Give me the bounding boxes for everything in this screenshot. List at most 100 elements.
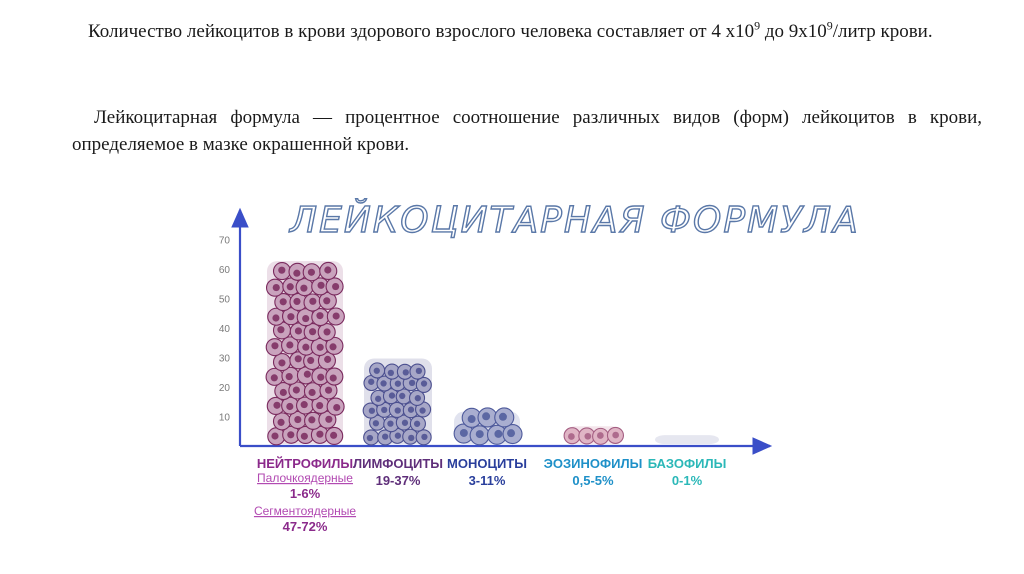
cell-nucleus-icon — [286, 341, 294, 349]
cell-nucleus-icon — [309, 328, 317, 336]
chart-title: ЛЕЙКОЦИТАРНАЯ ФОРМУЛА — [288, 199, 860, 241]
bar-1 — [265, 261, 345, 446]
cell-nucleus-icon — [292, 386, 300, 394]
cell-nucleus-icon — [294, 415, 302, 424]
cell-nucleus-icon — [368, 407, 376, 414]
cell-nucleus-icon — [316, 430, 324, 438]
cell-nucleus-icon — [568, 433, 575, 440]
cell-nucleus-icon — [308, 416, 316, 424]
cell-nucleus-icon — [413, 420, 421, 427]
cell-nucleus-icon — [498, 412, 507, 421]
category-label: НЕЙТРОФИЛЫ — [257, 456, 353, 471]
cell-nucleus-icon — [382, 433, 389, 440]
cell-nucleus-icon — [373, 367, 380, 374]
category-label: ЭОЗИНОФИЛЫ — [544, 456, 643, 471]
cell-nucleus-icon — [293, 297, 301, 305]
leukocyte-formula-definition: Лейкоцитарная формула — процентное соотн… — [72, 104, 982, 158]
cell-nucleus-icon — [407, 406, 415, 413]
cell-nucleus-icon — [482, 412, 491, 421]
cell-nucleus-icon — [286, 283, 294, 291]
category-labels: НЕЙТРОФИЛЫ ЛИМФОЦИТЫ 19-37% МОНОЦИТЫ 3-11% ЭО… — [254, 456, 726, 534]
cell-nucleus-icon — [316, 312, 324, 320]
cell-nucleus-icon — [307, 268, 315, 276]
count-text-a: Количество лейкоцитов в крови здорового … — [88, 21, 755, 42]
cell-nucleus-icon — [323, 297, 331, 305]
cell-nucleus-icon — [300, 284, 308, 292]
neutrophil-subtype-range: 1-6% — [290, 486, 321, 501]
cell-nucleus-icon — [332, 282, 340, 291]
cell-nucleus-icon — [272, 314, 280, 322]
cell-nucleus-icon — [330, 431, 338, 439]
cell-nucleus-icon — [332, 312, 340, 320]
cell-nucleus-icon — [459, 428, 468, 437]
category-range-label: 0,5-5% — [572, 473, 614, 488]
cell-nucleus-icon — [272, 284, 280, 292]
cell-nucleus-icon — [420, 380, 428, 387]
cell-nucleus-icon — [279, 298, 287, 306]
bar-3 — [453, 407, 523, 446]
cell-nucleus-icon — [325, 415, 333, 423]
cell-nucleus-icon — [302, 343, 310, 351]
cell-nucleus-icon — [273, 401, 281, 409]
count-exponent-b: 9 — [826, 18, 833, 33]
cell-nucleus-icon — [317, 373, 325, 381]
cell-nucleus-icon — [401, 419, 409, 426]
count-text-b: до 9х10 — [760, 21, 827, 42]
y-tick-label: 30 — [219, 354, 231, 365]
cell-nucleus-icon — [317, 281, 325, 289]
cell-nucleus-icon — [372, 420, 380, 427]
cell-nucleus-icon — [333, 403, 341, 412]
cell-nucleus-icon — [494, 429, 503, 438]
cell-nucleus-icon — [329, 343, 337, 351]
category-range-label: 0-1% — [672, 473, 703, 488]
leukocyte-count-paragraph: Количество лейкоцитов в крови здорового … — [66, 18, 970, 45]
cell-nucleus-icon — [309, 297, 317, 305]
y-tick-label: 40 — [219, 324, 231, 335]
neutrophil-subtype-range: 47-72% — [283, 519, 328, 534]
cell-nucleus-icon — [419, 407, 426, 414]
cell-nucleus-icon — [277, 326, 285, 334]
cell-nucleus-icon — [270, 374, 278, 382]
category-label: ЛИМФОЦИТЫ — [353, 456, 443, 471]
category-label: БАЗОФИЛЫ — [648, 456, 727, 471]
cell-nucleus-icon — [402, 369, 409, 376]
cell-nucleus-icon — [612, 431, 620, 439]
cell-nucleus-icon — [375, 395, 382, 402]
cell-nucleus-icon — [381, 406, 388, 414]
bar-backdrop — [655, 435, 719, 444]
cell-nucleus-icon — [285, 372, 293, 381]
cell-nucleus-icon — [394, 407, 401, 414]
cell-nucleus-icon — [294, 327, 303, 335]
cell-nucleus-icon — [380, 380, 387, 387]
bar-2 — [362, 358, 432, 446]
cell-nucleus-icon — [366, 434, 374, 442]
y-tick-label: 60 — [219, 265, 231, 276]
cell-nucleus-icon — [286, 402, 294, 411]
cell-nucleus-icon — [368, 378, 375, 385]
cell-nucleus-icon — [324, 355, 332, 363]
cell-nucleus-icon — [329, 374, 337, 382]
cell-nucleus-icon — [300, 401, 308, 409]
cell-nucleus-icon — [467, 415, 476, 424]
cell-nucleus-icon — [271, 342, 279, 350]
cell-nucleus-icon — [421, 433, 428, 441]
cell-nucleus-icon — [303, 370, 311, 378]
cell-nucleus-icon — [415, 367, 423, 375]
y-tick-label: 20 — [219, 383, 231, 394]
category-range-label: 3-11% — [469, 473, 506, 488]
cell-nucleus-icon — [324, 266, 332, 274]
cell-nucleus-icon — [387, 420, 394, 427]
cell-nucleus-icon — [414, 395, 421, 402]
y-tick-label: 70 — [219, 236, 231, 247]
y-tick-label: 50 — [219, 295, 231, 306]
cell-nucleus-icon — [316, 401, 324, 410]
cell-nucleus-icon — [293, 269, 301, 277]
cell-nucleus-icon — [584, 432, 592, 440]
cell-nucleus-icon — [300, 432, 308, 440]
cell-nucleus-icon — [399, 392, 406, 400]
cell-nucleus-icon — [387, 369, 395, 377]
cell-nucleus-icon — [394, 432, 402, 439]
cell-nucleus-icon — [278, 266, 286, 274]
cell-nucleus-icon — [475, 430, 484, 439]
